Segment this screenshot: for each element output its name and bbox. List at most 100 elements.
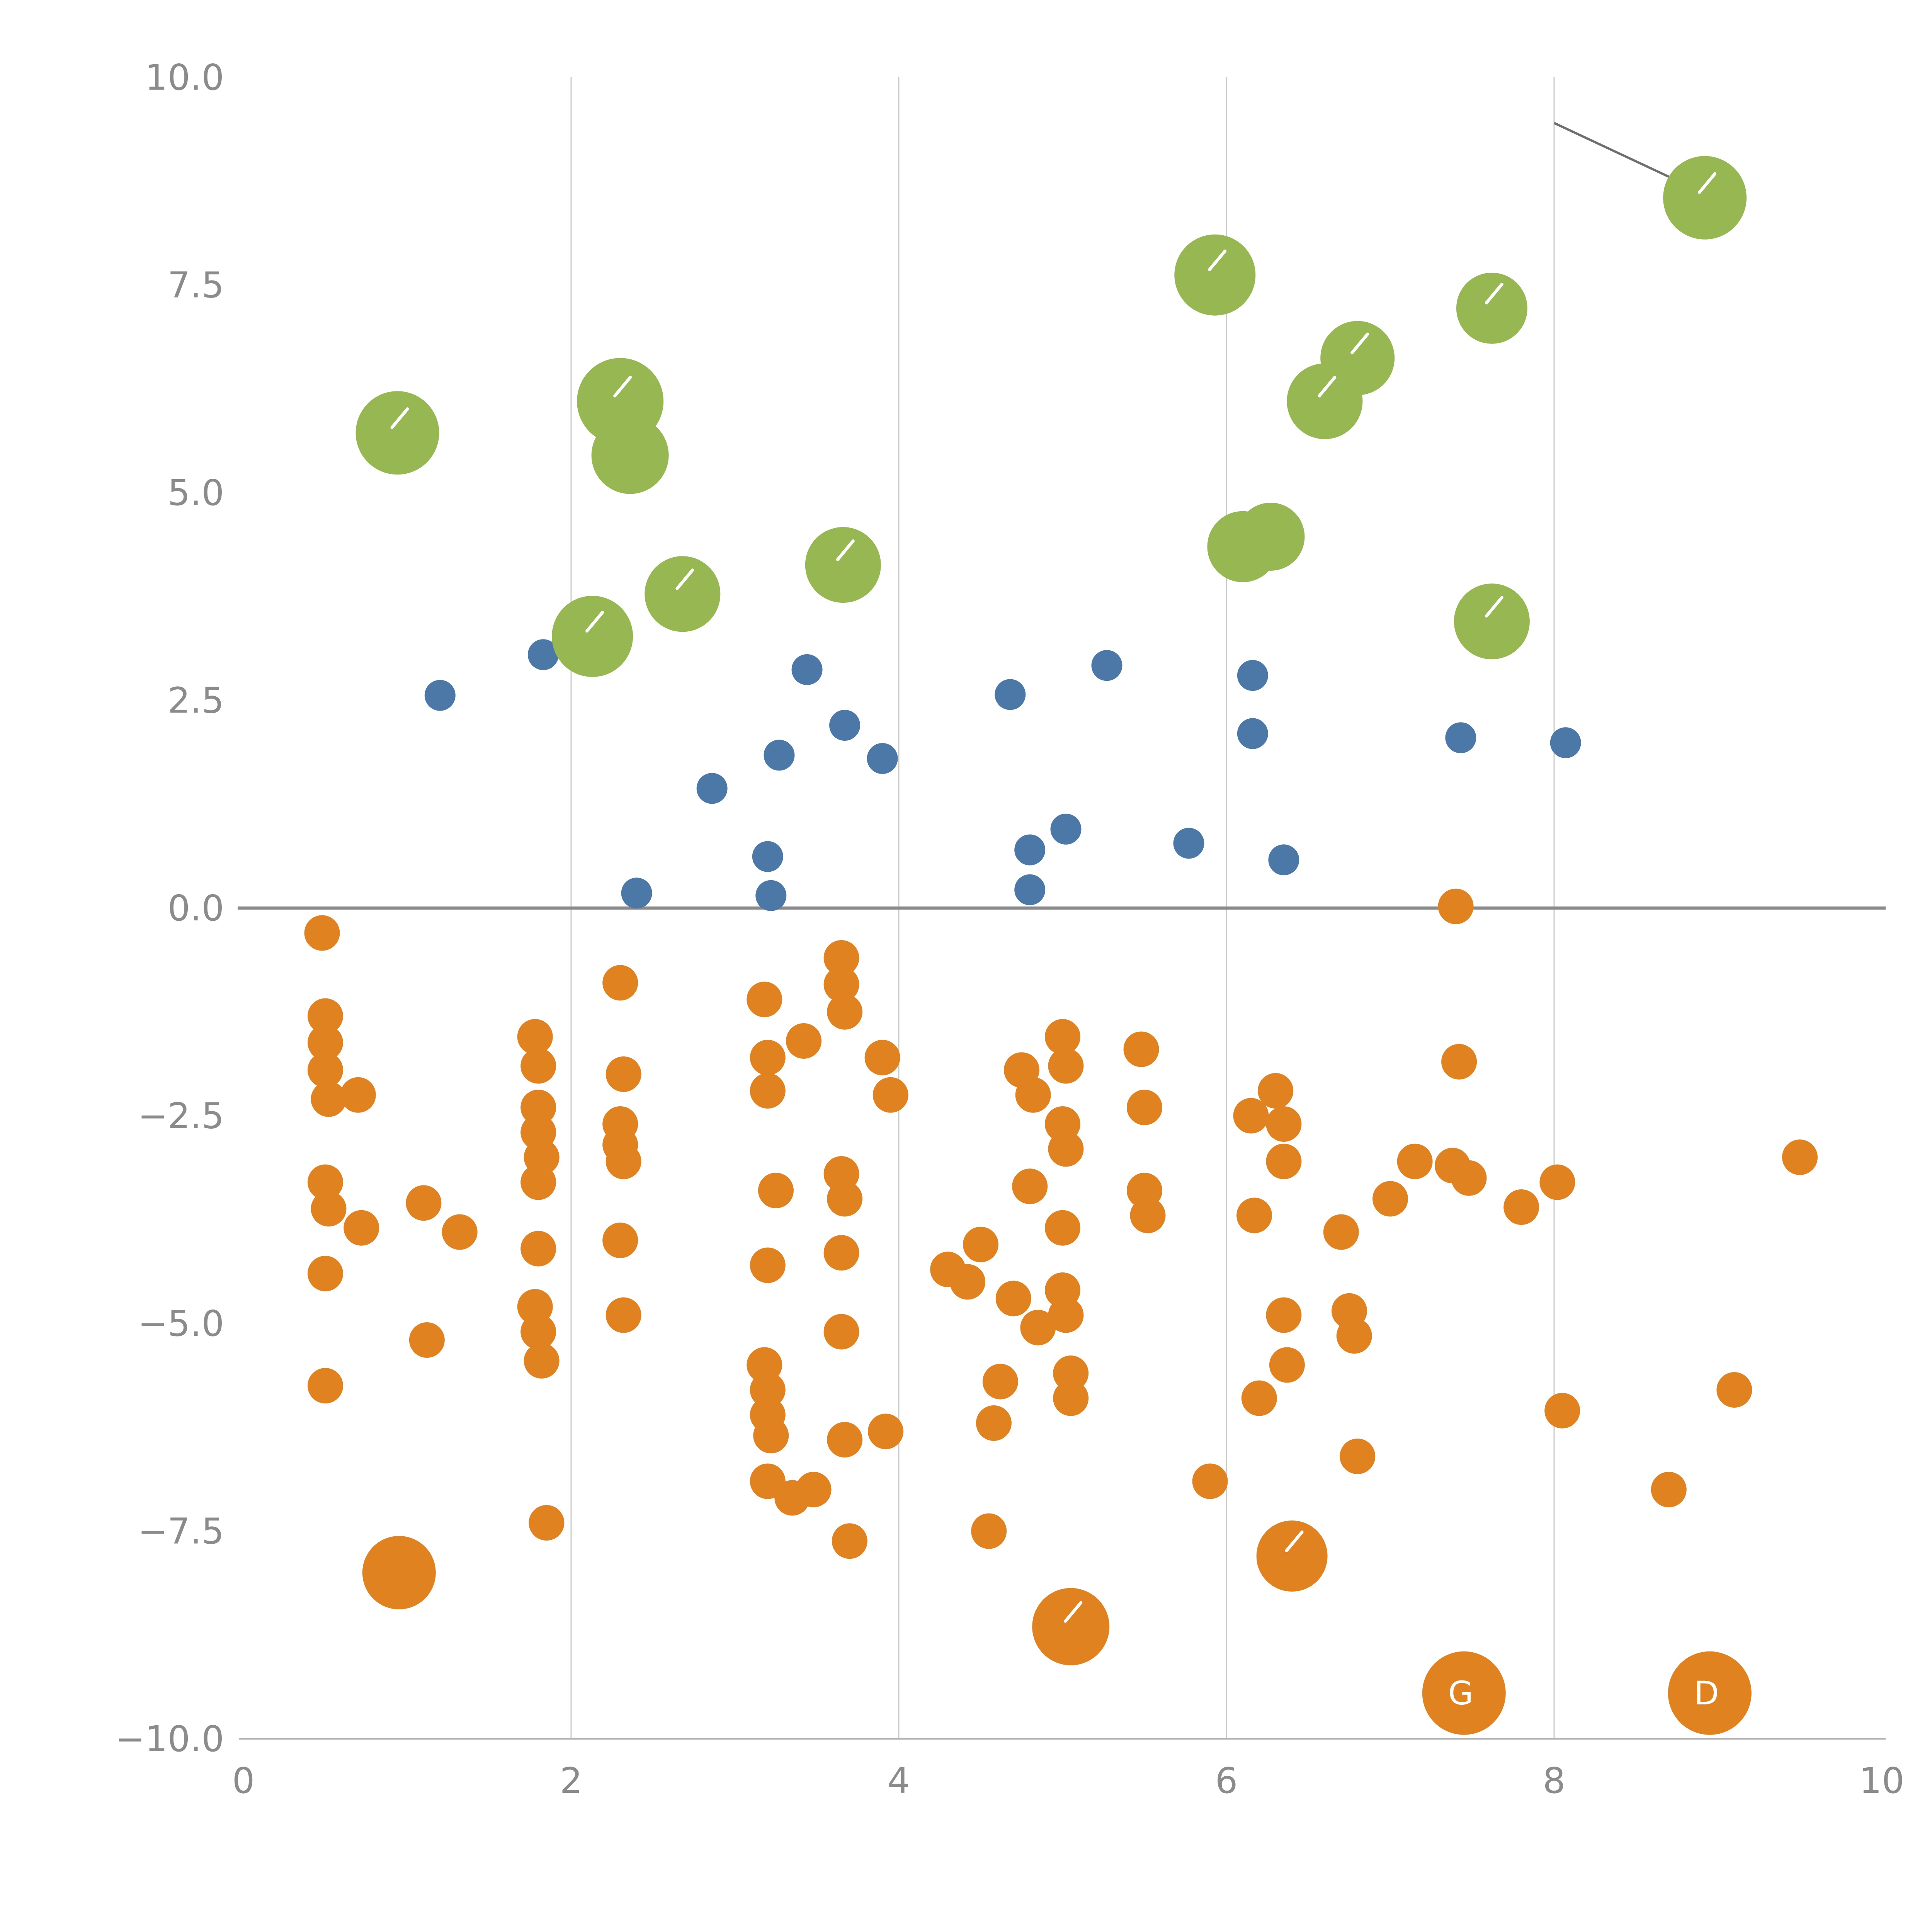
point-label-D: D bbox=[1694, 1674, 1719, 1712]
orange-data-point bbox=[832, 1523, 867, 1559]
green-data-point bbox=[1456, 272, 1527, 344]
orange-data-point bbox=[1123, 1031, 1159, 1067]
orange-data-point bbox=[1266, 1297, 1302, 1333]
bubble-slash-mark bbox=[1208, 249, 1227, 271]
blue-data-point bbox=[1014, 874, 1046, 905]
x-tick-label-0: 0 bbox=[232, 1760, 255, 1801]
orange-data-point bbox=[750, 1247, 786, 1283]
orange-data-point bbox=[963, 1226, 998, 1262]
orange-data-point bbox=[1053, 1380, 1089, 1416]
orange-data-point bbox=[1716, 1372, 1752, 1408]
blue-data-point bbox=[424, 680, 456, 711]
orange-data-point bbox=[602, 1223, 638, 1258]
orange-data-point bbox=[1045, 1210, 1080, 1246]
orange-data-point bbox=[750, 1073, 786, 1109]
orange-data-point bbox=[750, 1372, 786, 1408]
orange-data-point bbox=[1020, 1310, 1056, 1345]
orange-data-point bbox=[1397, 1143, 1433, 1179]
green-data-point bbox=[1663, 156, 1747, 240]
orange-data-point bbox=[1048, 1048, 1084, 1084]
orange-data-point bbox=[344, 1210, 379, 1246]
orange-data-point bbox=[1048, 1131, 1084, 1167]
bubble-slash-mark bbox=[1350, 332, 1369, 354]
y-tick-label-6: −5.0 bbox=[138, 1303, 224, 1344]
orange-data-point bbox=[524, 1343, 560, 1379]
orange-data-point bbox=[605, 1143, 641, 1179]
blue-data-point bbox=[1550, 727, 1581, 759]
orange-data-point bbox=[304, 915, 340, 951]
blue-data-point bbox=[696, 773, 728, 804]
x-tick-label-1: 2 bbox=[560, 1760, 583, 1801]
orange-data-point bbox=[311, 1081, 347, 1117]
orange-data-point bbox=[1266, 1106, 1302, 1142]
y-tick-label-7: −7.5 bbox=[138, 1511, 224, 1552]
orange-data-point bbox=[1651, 1472, 1687, 1507]
orange-data-point bbox=[1258, 1073, 1294, 1109]
bubble-slash-mark bbox=[1285, 1531, 1304, 1552]
orange-data-point bbox=[747, 981, 782, 1017]
x-tick-label-4: 8 bbox=[1543, 1760, 1566, 1801]
bubble-slash-mark bbox=[1318, 376, 1337, 398]
orange-data-point bbox=[823, 1314, 859, 1350]
orange-data-point bbox=[605, 1297, 641, 1333]
orange-data-point bbox=[823, 966, 859, 1002]
orange-data-point bbox=[976, 1405, 1012, 1441]
orange-data-point bbox=[1441, 1044, 1477, 1080]
orange-data-point bbox=[1336, 1318, 1372, 1354]
green-data-point bbox=[1320, 321, 1395, 395]
bubble-slash-mark bbox=[1485, 596, 1503, 618]
green-data-point bbox=[552, 595, 633, 677]
blue-data-point bbox=[1050, 813, 1082, 845]
orange-data-point bbox=[1266, 1143, 1302, 1179]
green-data-point bbox=[355, 391, 439, 475]
orange-data-point bbox=[1012, 1168, 1048, 1204]
orange-data-point bbox=[308, 1052, 343, 1088]
orange-data-point bbox=[1045, 1019, 1080, 1055]
orange-data-point bbox=[796, 1472, 832, 1507]
orange-data-point bbox=[1438, 888, 1474, 924]
blue-data-point bbox=[621, 878, 652, 909]
orange-data-point bbox=[1539, 1164, 1575, 1200]
bubble-slash-mark bbox=[1064, 1601, 1083, 1623]
orange-data-point bbox=[1372, 1181, 1408, 1217]
orange-data-point bbox=[406, 1185, 442, 1221]
y-tick-label-5: −2.5 bbox=[138, 1095, 224, 1137]
blue-data-point bbox=[764, 740, 795, 771]
y-tick-label-8: −10.0 bbox=[115, 1718, 224, 1760]
orange-data-point bbox=[1127, 1090, 1162, 1125]
bubble-slash-mark bbox=[836, 539, 855, 561]
orange-data-point bbox=[520, 1048, 556, 1084]
orange-data-point bbox=[1048, 1297, 1084, 1333]
green-data-point bbox=[805, 527, 881, 603]
orange-data-point bbox=[442, 1214, 478, 1250]
y-tick-label-4: 0.0 bbox=[168, 888, 224, 929]
orange-data-point bbox=[868, 1413, 904, 1449]
orange-data-point bbox=[340, 1077, 376, 1113]
bubble-slash-mark bbox=[1698, 172, 1717, 194]
blue-data-point bbox=[752, 841, 783, 872]
orange-data-point bbox=[1241, 1380, 1277, 1416]
orange-data-point bbox=[308, 998, 343, 1034]
blue-data-point bbox=[1014, 834, 1046, 866]
orange-data-point bbox=[362, 1536, 436, 1609]
orange-data-point bbox=[602, 965, 638, 1001]
green-data-point bbox=[1174, 234, 1256, 316]
bubble-slash-mark bbox=[613, 376, 632, 398]
orange-data-point bbox=[1053, 1355, 1089, 1391]
orange-data-point bbox=[753, 1418, 789, 1454]
y-tick-label-3: 2.5 bbox=[168, 680, 224, 721]
orange-data-point bbox=[1015, 1077, 1051, 1113]
orange-data-point bbox=[1233, 1098, 1269, 1134]
green-data-point bbox=[591, 417, 669, 494]
orange-data-point bbox=[1451, 1160, 1487, 1196]
orange-data-point bbox=[605, 1056, 641, 1092]
orange-data-point bbox=[520, 1231, 556, 1267]
x-tick-label-5: 10 bbox=[1859, 1760, 1904, 1801]
bubble-slash-mark bbox=[675, 568, 694, 590]
orange-data-point bbox=[995, 1281, 1031, 1316]
orange-data-point bbox=[529, 1505, 565, 1541]
orange-data-point bbox=[311, 1191, 347, 1227]
green-data-point bbox=[1236, 502, 1305, 571]
blue-data-point bbox=[791, 654, 823, 685]
